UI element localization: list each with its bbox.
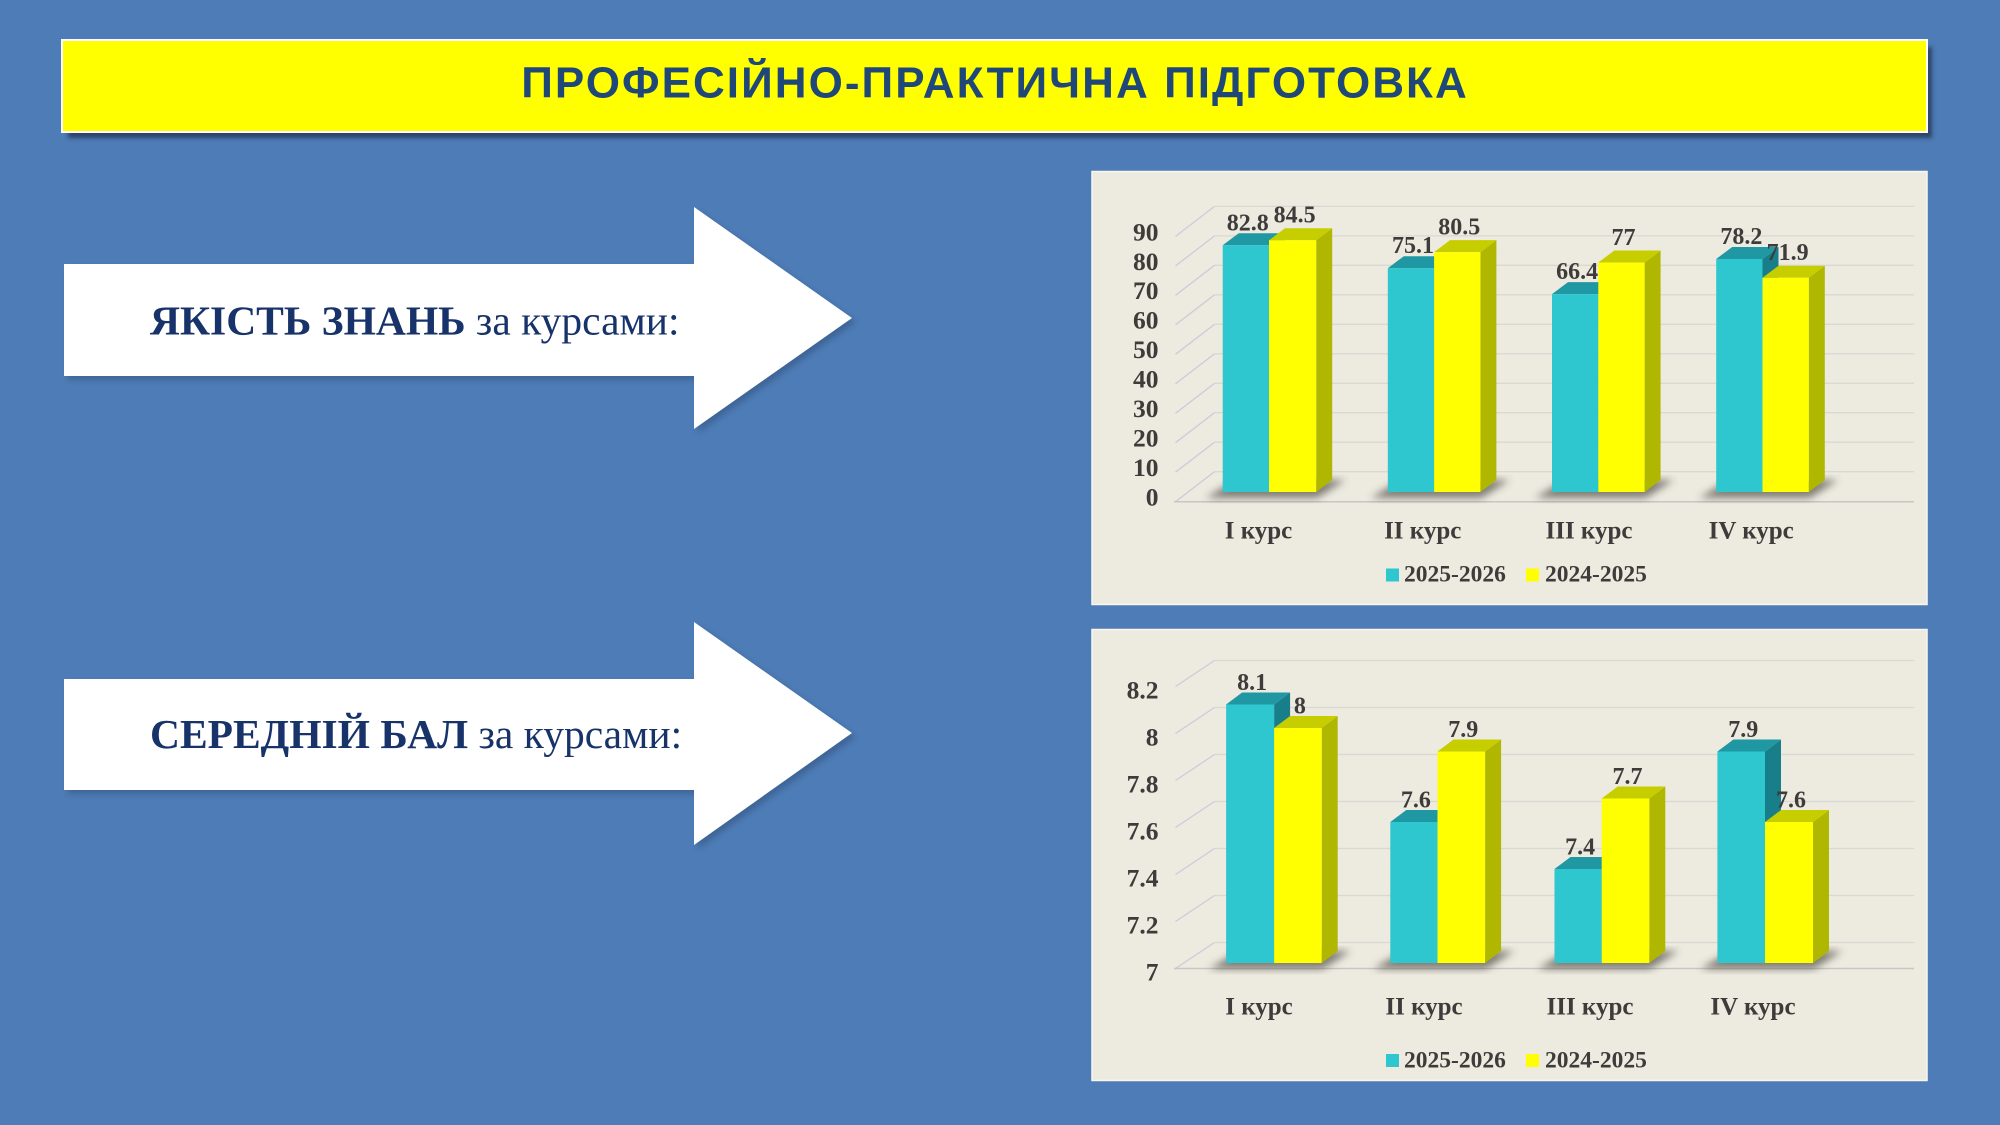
svg-text:8.2: 8.2 [1127,675,1159,704]
svg-text:77: 77 [1612,225,1636,251]
svg-text:І курс: І курс [1225,994,1293,1021]
svg-text:7.9: 7.9 [1448,717,1478,743]
svg-text:7.8: 7.8 [1127,769,1159,798]
svg-text:80.5: 80.5 [1438,215,1480,241]
svg-text:60: 60 [1133,306,1159,335]
svg-text:ПРОФЕСІЙНО-ПРАКТИЧНА ПІДГОТОВК: ПРОФЕСІЙНО-ПРАКТИЧНА ПІДГОТОВКА [521,57,1469,108]
svg-text:71.9: 71.9 [1767,240,1809,266]
svg-text:СЕРЕДНІЙ БАЛ за курсами:: СЕРЕДНІЙ БАЛ за курсами: [150,711,682,757]
svg-text:50: 50 [1133,335,1159,364]
svg-text:IV курс: IV курс [1709,518,1794,545]
svg-text:90: 90 [1133,217,1159,246]
svg-text:2025-2026: 2025-2026 [1404,562,1506,588]
svg-text:66.4: 66.4 [1556,259,1598,285]
svg-text:IV курс: IV курс [1710,994,1795,1021]
svg-text:7.9: 7.9 [1728,717,1758,743]
svg-text:10: 10 [1133,453,1159,482]
svg-text:7.4: 7.4 [1565,835,1595,861]
svg-text:2024-2025: 2024-2025 [1545,562,1647,588]
svg-text:8.1: 8.1 [1237,670,1267,696]
svg-text:8: 8 [1146,722,1159,751]
svg-text:0: 0 [1146,483,1159,512]
svg-text:І курс: І курс [1225,518,1293,545]
svg-text:7.7: 7.7 [1613,764,1643,790]
svg-text:ЯКІСТЬ ЗНАНЬ за курсами:: ЯКІСТЬ ЗНАНЬ за курсами: [150,298,680,344]
svg-text:7.6: 7.6 [1776,788,1806,814]
svg-text:75.1: 75.1 [1392,233,1434,259]
svg-text:ІІ курс: ІІ курс [1385,994,1462,1021]
svg-text:ІІІ курс: ІІІ курс [1546,518,1633,545]
svg-text:8: 8 [1294,694,1306,720]
svg-text:7.6: 7.6 [1401,788,1431,814]
svg-text:7.6: 7.6 [1127,816,1159,845]
svg-text:20: 20 [1133,424,1159,453]
svg-text:7.4: 7.4 [1127,863,1159,892]
svg-text:7.2: 7.2 [1127,910,1159,939]
svg-text:82.8: 82.8 [1227,210,1269,236]
svg-text:84.5: 84.5 [1274,203,1316,229]
svg-text:7: 7 [1146,957,1159,986]
svg-text:ІІІ курс: ІІІ курс [1547,994,1634,1021]
svg-text:ІІ курс: ІІ курс [1384,518,1461,545]
svg-text:2024-2025: 2024-2025 [1545,1048,1647,1074]
svg-text:30: 30 [1133,394,1159,423]
svg-text:2025-2026: 2025-2026 [1404,1048,1506,1074]
svg-text:80: 80 [1133,247,1159,276]
svg-text:40: 40 [1133,365,1159,394]
svg-text:78.2: 78.2 [1720,224,1762,250]
svg-text:70: 70 [1133,276,1159,305]
